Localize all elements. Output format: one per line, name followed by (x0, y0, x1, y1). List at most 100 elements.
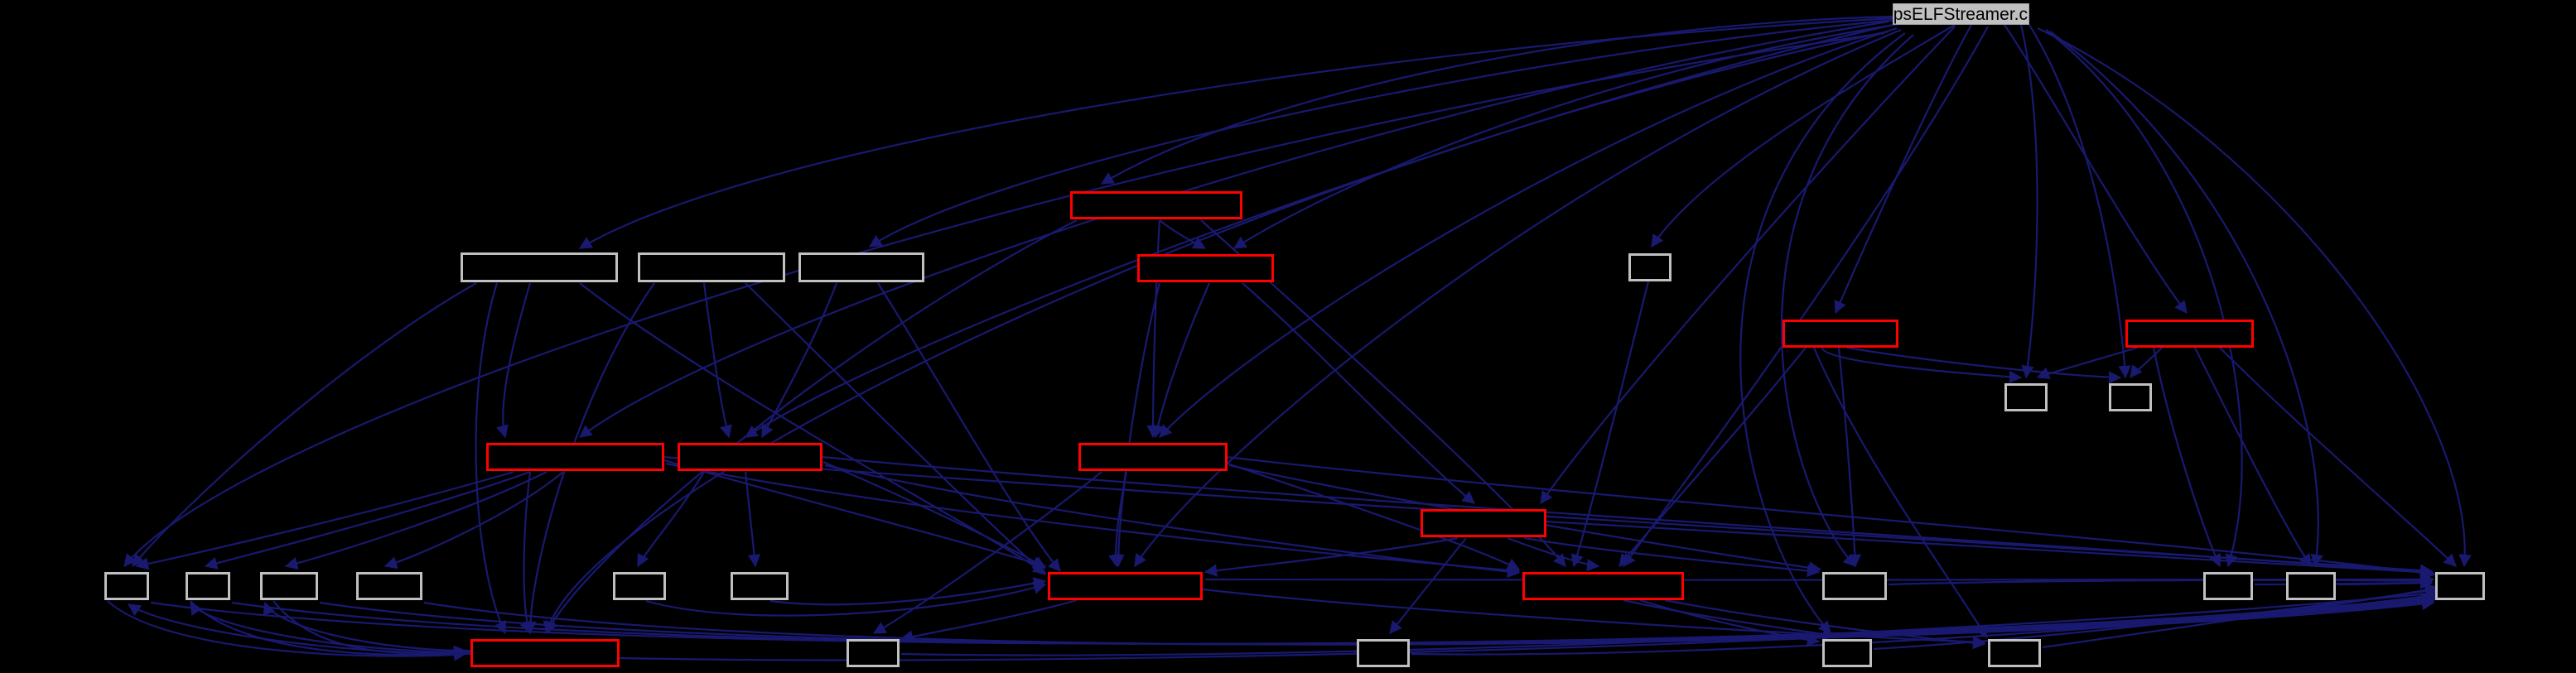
graph-node[interactable] (798, 252, 924, 282)
graph-node[interactable] (2004, 383, 2048, 411)
graph-edge (1151, 282, 1211, 439)
graph-edge (2152, 347, 2221, 568)
graph-node[interactable] (260, 572, 318, 600)
graph-node[interactable] (1421, 509, 1546, 537)
graph-edge (1204, 536, 1459, 577)
graph-node[interactable] (186, 572, 230, 600)
graph-node[interactable] (1628, 253, 1672, 281)
graph-edge (1739, 32, 1906, 634)
graph-edge (745, 282, 1046, 575)
graph-edge (1651, 24, 1956, 248)
graph-edge (123, 31, 1885, 567)
graph-edge (2130, 347, 2163, 379)
graph-node[interactable] (731, 572, 789, 600)
graph-node-root[interactable]: MipsELFStreamer.cpp (1893, 3, 2029, 25)
graph-edge (1100, 15, 1893, 185)
graph-edge (868, 18, 1896, 248)
graph-node[interactable] (1822, 572, 1887, 600)
graph-node[interactable] (2125, 320, 2254, 348)
graph-edge (578, 17, 1893, 249)
graph-node[interactable] (2286, 572, 2336, 600)
graph-edge (135, 470, 514, 570)
graph-node[interactable] (638, 252, 785, 282)
graph-node[interactable] (2203, 572, 2253, 600)
graph-node[interactable] (1048, 572, 1203, 600)
graph-edge (744, 23, 1893, 438)
graph-edge (263, 601, 471, 652)
graph-edge (1570, 281, 1650, 568)
graph-edge (1228, 464, 1822, 574)
graph-edge (821, 455, 2434, 579)
graph-edge (1618, 347, 1807, 568)
graph-edge (1540, 26, 1956, 505)
graph-edge (822, 460, 1047, 569)
graph-edge (475, 282, 506, 635)
graph-edge (1225, 455, 2437, 579)
graph-edge (2049, 31, 2323, 568)
graph-node-label: MipsELFStreamer.cpp (1893, 4, 2028, 24)
graph-edge (190, 600, 467, 660)
graph-edge (877, 282, 1061, 572)
graph-node[interactable] (1822, 639, 1872, 667)
graph-node[interactable] (461, 252, 618, 282)
graph-edge (1812, 347, 1987, 639)
graph-node[interactable] (1357, 639, 1410, 667)
graph-edge (645, 581, 1047, 617)
graph-edge (1227, 462, 1521, 570)
graph-edge (637, 471, 705, 568)
graph-node[interactable] (613, 572, 666, 600)
graph-edge (824, 464, 1521, 579)
graph-edge (663, 459, 1047, 570)
graph-edge (1242, 282, 1476, 504)
graph-edge (761, 282, 838, 439)
graph-edge (204, 470, 531, 570)
graph-edge (1134, 28, 1902, 568)
graph-node[interactable] (1782, 320, 1898, 348)
graph-node[interactable] (486, 443, 664, 471)
graph-edge (523, 282, 655, 635)
graph-edge (1202, 588, 1986, 649)
graph-edge (1523, 536, 1821, 578)
graph-edge (1159, 219, 1207, 249)
graph-edge (1623, 26, 1989, 568)
graph-edge (1821, 347, 2023, 383)
graph-edges (107, 15, 2472, 661)
graph-node[interactable] (470, 639, 620, 667)
graph-edge (2037, 27, 2472, 568)
graph-edge (1846, 346, 2122, 384)
graph-edge (1112, 282, 1161, 568)
graph-node[interactable] (1070, 191, 1242, 219)
graph-node[interactable] (678, 443, 822, 471)
graph-node[interactable] (2435, 572, 2485, 600)
graph-edge (1837, 347, 1862, 568)
graph-node[interactable] (1522, 572, 1684, 600)
graph-edge (2219, 347, 2457, 567)
graph-edge (2028, 24, 2131, 379)
graph-edge (284, 471, 548, 570)
graph-node[interactable] (1137, 254, 1274, 282)
graph-edge (900, 598, 1078, 643)
graph-node[interactable] (356, 572, 422, 600)
graph-node[interactable] (1988, 639, 2041, 667)
graph-edge (1146, 219, 1161, 439)
graph-edge (107, 600, 467, 661)
graph-edge (1233, 22, 1906, 249)
graph-edge (1159, 26, 1898, 438)
graph-edge (1389, 537, 1467, 635)
graph-node[interactable] (2109, 383, 2152, 411)
graph-node[interactable] (104, 572, 149, 600)
graph-edge (423, 597, 2435, 646)
graph-edge (2045, 29, 2243, 568)
graph-edge (872, 471, 1102, 634)
graph-edge (702, 282, 732, 439)
graph-edge (132, 282, 477, 567)
graph-edge (1780, 34, 1914, 567)
graph-node[interactable] (1078, 443, 1228, 471)
graph-edge (543, 30, 1889, 635)
graph-edge (2004, 24, 2188, 315)
graph-edge (2036, 346, 2138, 379)
graph-edge (1623, 598, 1836, 641)
graph-node[interactable] (847, 639, 900, 667)
